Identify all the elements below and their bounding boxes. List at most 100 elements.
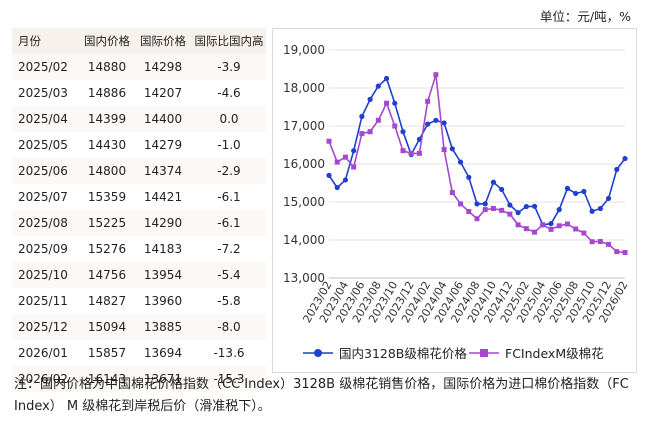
cell-domestic-price: 14399 bbox=[87, 112, 127, 126]
data-point bbox=[375, 83, 381, 89]
cell-domestic-price: 14800 bbox=[87, 164, 127, 178]
table-row: 2025/04 14399 14400 0.0 bbox=[12, 106, 266, 132]
cell-difference: -13.6 bbox=[213, 346, 245, 360]
header-month: 月份 bbox=[18, 34, 41, 48]
header-difference: 国际比国内高 bbox=[194, 34, 264, 48]
data-point bbox=[392, 123, 398, 129]
cell-domestic-price: 14880 bbox=[87, 60, 127, 74]
cell-difference: -7.2 bbox=[217, 242, 241, 256]
data-point bbox=[531, 203, 538, 209]
data-point bbox=[564, 185, 571, 191]
cell-month: 2025/02 bbox=[18, 60, 68, 74]
data-point bbox=[532, 229, 538, 235]
table-row: 2025/07 15359 14421 -6.1 bbox=[12, 184, 266, 210]
table-row: 2025/06 14800 14374 -2.9 bbox=[12, 158, 266, 184]
cell-difference: -3.9 bbox=[217, 60, 241, 74]
data-point bbox=[606, 241, 612, 247]
cell-international-price: 13960 bbox=[143, 294, 183, 308]
cell-international-price: 14207 bbox=[143, 86, 183, 100]
data-point bbox=[449, 190, 455, 195]
data-point bbox=[359, 131, 365, 137]
data-point bbox=[383, 75, 390, 82]
cell-difference: -5.4 bbox=[217, 268, 241, 282]
cell-month: 2025/07 bbox=[18, 190, 68, 204]
data-point bbox=[622, 250, 628, 256]
data-point bbox=[334, 159, 340, 165]
data-point bbox=[564, 221, 570, 227]
data-point bbox=[507, 202, 513, 208]
legend-label: 国内3128B级棉花价格 bbox=[339, 346, 467, 361]
data-point bbox=[433, 117, 439, 123]
cell-international-price: 14290 bbox=[143, 216, 183, 230]
data-point bbox=[490, 205, 496, 211]
data-point bbox=[597, 205, 603, 212]
data-point bbox=[416, 150, 422, 156]
table-row: 2026/02 16143 13671 -15.3 bbox=[12, 366, 266, 392]
data-point bbox=[384, 100, 390, 106]
y-tick-label: 15,000 bbox=[283, 195, 325, 209]
cell-international-price: 14279 bbox=[143, 138, 183, 152]
data-point bbox=[523, 226, 529, 232]
header-domestic-price: 国内价格 bbox=[84, 34, 130, 48]
data-point bbox=[326, 172, 332, 178]
cell-international-price: 14421 bbox=[143, 190, 183, 204]
table-body: 2025/02 14880 14298 -3.9 2025/03 14886 14207 -4… bbox=[12, 54, 266, 392]
cell-difference: -8.0 bbox=[217, 320, 241, 334]
data-point bbox=[597, 239, 603, 245]
data-point bbox=[458, 201, 464, 207]
data-point bbox=[605, 195, 612, 202]
table-row: 2025/11 14827 13960 -5.8 bbox=[12, 288, 266, 314]
cell-domestic-price: 14430 bbox=[87, 138, 127, 152]
data-point bbox=[367, 96, 373, 102]
data-point bbox=[573, 226, 579, 232]
data-point bbox=[326, 138, 332, 144]
cell-month: 2025/11 bbox=[18, 294, 68, 308]
cell-domestic-price: 14827 bbox=[87, 294, 127, 308]
data-point bbox=[466, 209, 472, 214]
legend-marker bbox=[480, 349, 488, 357]
table-row: 2025/08 15225 14290 -6.1 bbox=[12, 210, 266, 236]
table-row: 2025/03 14886 14207 -4.6 bbox=[12, 80, 266, 106]
data-point bbox=[573, 190, 579, 197]
data-point bbox=[499, 186, 505, 193]
cell-difference: -15.3 bbox=[213, 372, 245, 386]
data-point bbox=[614, 249, 620, 255]
data-point bbox=[334, 184, 340, 191]
chart-svg: 13,000 14,000 15,000 16,000 17,000 18,000 19,0… bbox=[283, 43, 631, 361]
data-point bbox=[433, 72, 439, 78]
y-tick-label: 14,000 bbox=[283, 233, 325, 247]
cell-international-price: 14374 bbox=[143, 164, 183, 178]
cell-international-price: 13885 bbox=[143, 320, 183, 334]
cell-month: 2025/08 bbox=[18, 216, 68, 230]
cell-difference: -1.0 bbox=[217, 138, 241, 152]
cell-international-price: 13671 bbox=[143, 372, 183, 386]
cell-international-price: 14400 bbox=[143, 112, 183, 126]
y-tick-label: 17,000 bbox=[283, 119, 325, 133]
data-point bbox=[359, 113, 365, 120]
data-point bbox=[515, 222, 521, 228]
y-tick-label: 19,000 bbox=[283, 43, 325, 57]
data-point bbox=[351, 164, 357, 170]
data-point bbox=[581, 188, 587, 195]
data-point bbox=[400, 148, 406, 154]
data-point bbox=[466, 174, 472, 180]
cell-month: 2025/12 bbox=[18, 320, 68, 334]
data-point bbox=[589, 239, 595, 245]
cell-month: 2025/03 bbox=[18, 86, 68, 100]
cell-difference: -5.8 bbox=[217, 294, 241, 308]
cell-month: 2026/01 bbox=[18, 346, 68, 360]
cell-domestic-price: 15225 bbox=[87, 216, 127, 230]
cell-international-price: 14298 bbox=[143, 60, 183, 74]
cell-domestic-price: 15276 bbox=[87, 242, 127, 256]
data-point bbox=[425, 98, 431, 104]
footnote: 注：国内价格为中国棉花价格指数（CC Index）3128B 级棉花销售价格，国… bbox=[14, 377, 629, 414]
data-point bbox=[556, 223, 562, 229]
data-point bbox=[408, 150, 414, 156]
legend-label: FCIndexM级棉花 bbox=[505, 346, 604, 361]
legend-marker bbox=[314, 349, 322, 357]
cell-month: 2026/02 bbox=[18, 372, 68, 386]
table-header-row: 月份 国内价格 国际价格 国际比国内高 bbox=[12, 28, 266, 54]
cell-difference: -4.6 bbox=[217, 86, 241, 100]
data-point bbox=[540, 222, 546, 228]
data-point bbox=[499, 207, 505, 213]
